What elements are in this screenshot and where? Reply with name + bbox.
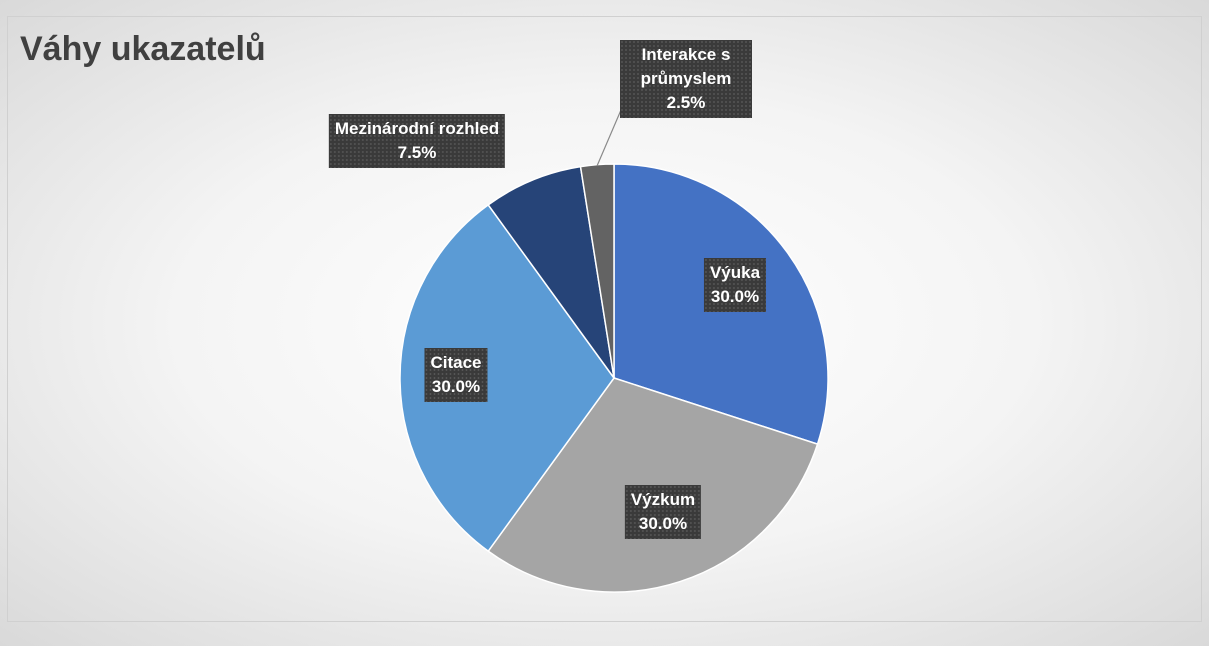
value-label: 30.0% [710,287,760,306]
value-label: 7.5% [397,143,437,162]
pie-slice [487,377,819,593]
data-label: Citace 30.0% [424,348,488,402]
category-label: Interakce s průmyslem [640,45,732,88]
data-label: Výzkum 30.0% [624,485,702,539]
leader-line [596,109,622,167]
data-label: Výuka 30.0% [703,258,767,312]
value-label: 2.5% [666,93,706,112]
value-label: 30.0% [638,514,688,533]
category-label: Mezinárodní rozhled [334,119,500,138]
category-label: Výzkum [630,490,696,509]
data-label: Mezinárodní rozhled 7.5% [328,114,506,168]
data-label: Interakce s průmyslem 2.5% [620,40,752,118]
chart-frame [7,16,1202,622]
category-label: Výuka [709,263,761,282]
category-label: Citace [430,353,482,372]
value-label: 30.0% [431,377,481,396]
chart-title: Váhy ukazatelů [20,30,266,68]
pie-slice [487,165,615,379]
pie-slice [399,203,615,553]
